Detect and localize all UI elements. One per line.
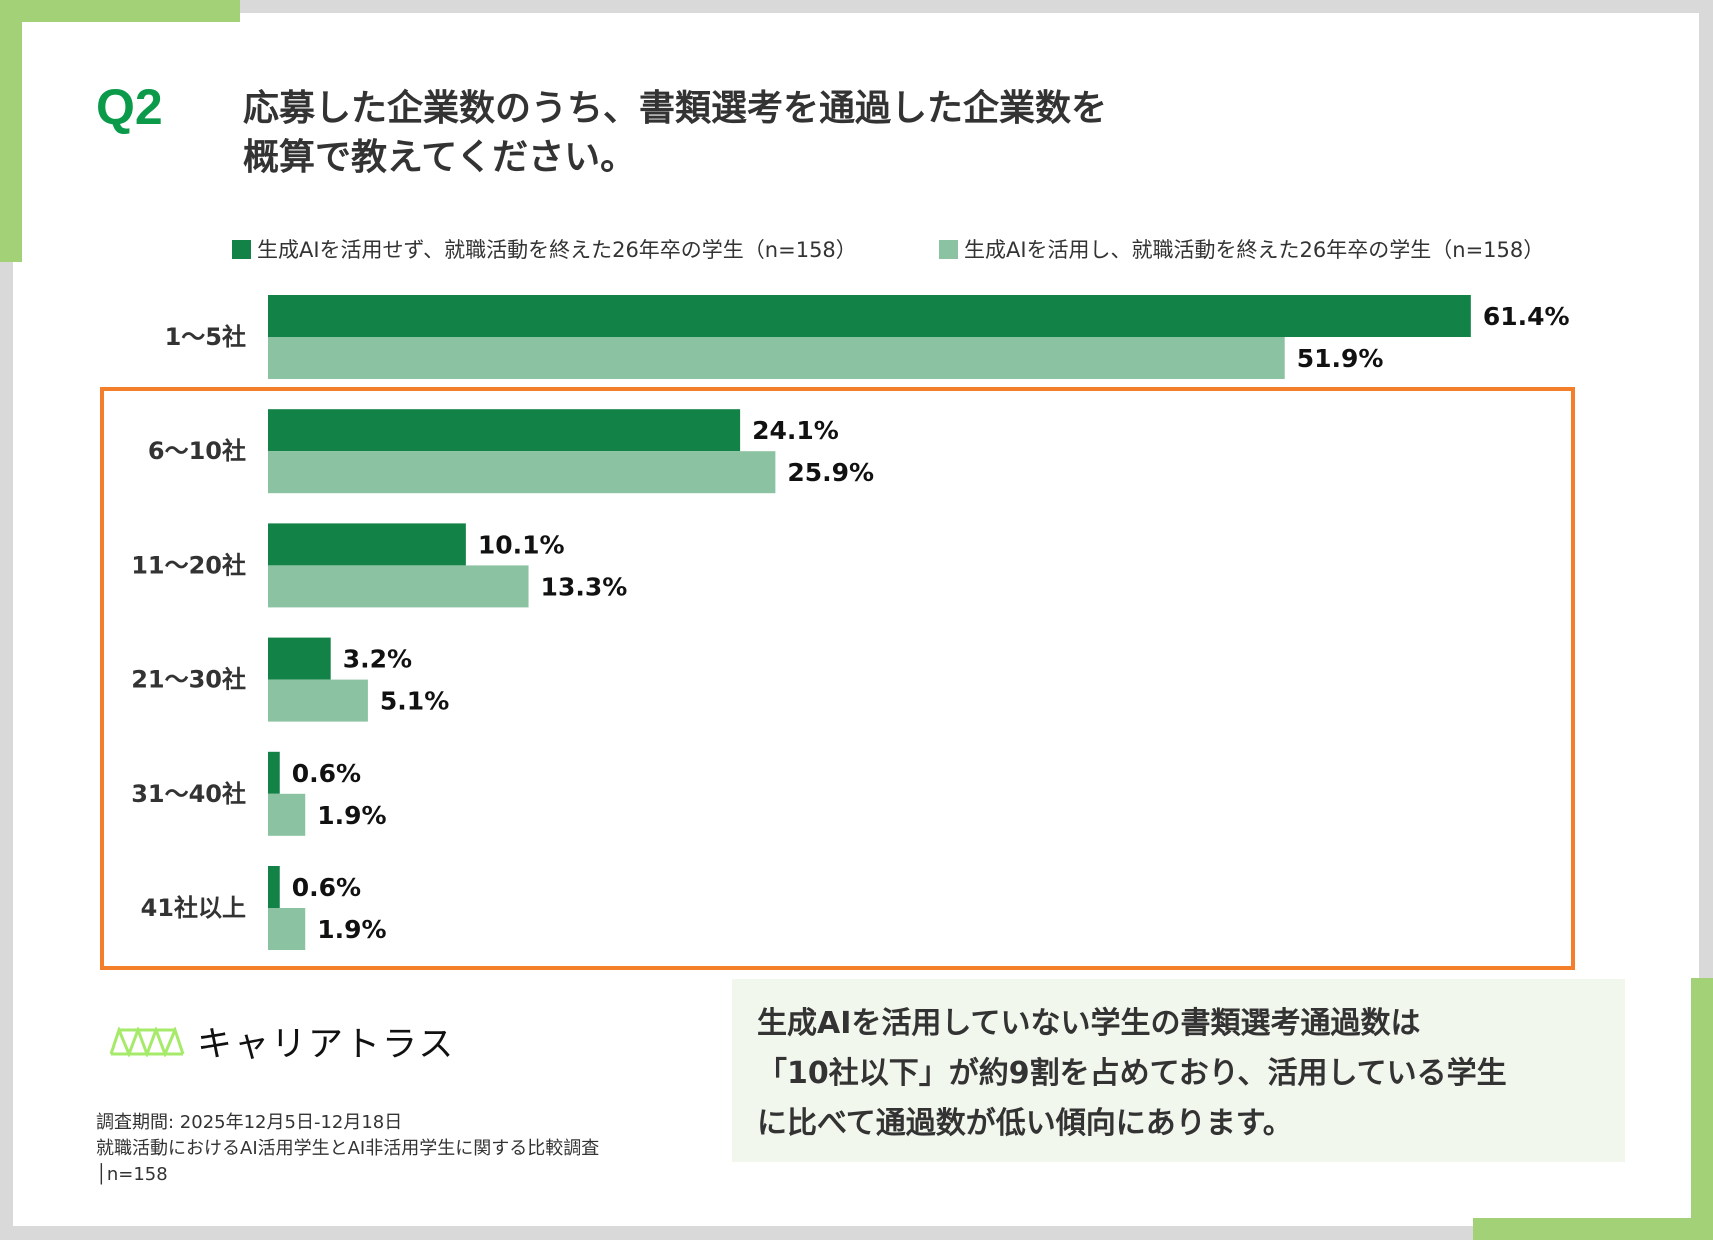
truss-icon bbox=[109, 1026, 185, 1057]
bar bbox=[268, 409, 741, 452]
category-label: 11〜20社 bbox=[131, 551, 246, 579]
category-label: 31〜40社 bbox=[131, 780, 246, 808]
logo: キャリアトラス bbox=[109, 1016, 455, 1067]
legend-label: 生成AIを活用し、就職活動を終えた26年卒の学生（n=158） bbox=[964, 238, 1545, 262]
category-label: 1〜5社 bbox=[165, 323, 246, 351]
bar bbox=[268, 295, 1471, 337]
logo-text: キャリアトラス bbox=[197, 1025, 456, 1065]
data-label: 0.6% bbox=[292, 873, 361, 902]
legend-swatch bbox=[232, 239, 251, 259]
legend-label: 生成AIを活用せず、就職活動を終えた26年卒の学生（n=158） bbox=[257, 238, 857, 262]
legend-item-no-ai: 生成AIを活用せず、就職活動を終えた26年卒の学生（n=158） bbox=[232, 234, 857, 264]
bar bbox=[268, 565, 529, 608]
bar bbox=[268, 751, 280, 794]
bar bbox=[268, 679, 368, 722]
data-label: 0.6% bbox=[292, 759, 361, 788]
corner-accent-top bbox=[0, 0, 240, 22]
category-label: 6〜10社 bbox=[148, 437, 246, 465]
bar bbox=[268, 908, 306, 950]
question-number: Q2 bbox=[96, 79, 163, 135]
bar bbox=[268, 866, 280, 908]
bar bbox=[268, 793, 306, 836]
survey-footnote: 調査期間: 2025年12月5日-12月18日 就職活動におけるAI活用学生とA… bbox=[96, 1110, 599, 1188]
category-label: 41社以上 bbox=[141, 894, 246, 922]
footnote-line: │n=158 bbox=[96, 1164, 168, 1185]
data-label: 10.1% bbox=[478, 530, 565, 559]
category-label: 21〜30社 bbox=[131, 666, 246, 694]
legend-item-ai: 生成AIを活用し、就職活動を終えた26年卒の学生（n=158） bbox=[939, 234, 1544, 264]
corner-accent-right bbox=[1691, 978, 1713, 1240]
bar bbox=[268, 337, 1285, 379]
corner-accent-left bbox=[0, 0, 22, 262]
summary-line: 「10社以下」が約9割を占めており、活用している学生 bbox=[757, 1056, 1507, 1091]
data-label: 1.9% bbox=[317, 915, 386, 944]
title-line: 応募した企業数のうち、書類選考を通過した企業数を bbox=[243, 88, 1108, 129]
title-line: 概算で教えてください。 bbox=[243, 137, 637, 178]
question-title: 応募した企業数のうち、書類選考を通過した企業数を 概算で教えてください。 bbox=[243, 84, 1107, 182]
corner-accent-bottom bbox=[1473, 1218, 1713, 1240]
bar bbox=[268, 637, 331, 680]
data-label: 1.9% bbox=[317, 801, 386, 830]
bar bbox=[268, 451, 776, 494]
data-label: 13.3% bbox=[541, 572, 628, 601]
data-label: 5.1% bbox=[380, 687, 449, 716]
footnote-line: 就職活動におけるAI活用学生とAI非活用学生に関する比較調査 bbox=[96, 1138, 600, 1159]
summary-line: に比べて通過数が低い傾向にあります。 bbox=[757, 1106, 1293, 1141]
data-label: 3.2% bbox=[343, 645, 412, 674]
legend-swatch bbox=[939, 239, 958, 259]
data-label: 51.9% bbox=[1297, 344, 1384, 373]
footnote-line: 調査期間: 2025年12月5日-12月18日 bbox=[96, 1112, 403, 1133]
highlight-box bbox=[100, 387, 1575, 970]
data-label: 24.1% bbox=[752, 416, 839, 445]
summary-box: 生成AIを活用していない学生の書類選考通過数は 「10社以下」が約9割を占めてお… bbox=[732, 979, 1625, 1162]
summary-line: 生成AIを活用していない学生の書類選考通過数は bbox=[757, 1006, 1421, 1041]
data-label: 25.9% bbox=[787, 458, 874, 487]
bar bbox=[268, 523, 466, 566]
data-label: 61.4% bbox=[1483, 302, 1570, 331]
